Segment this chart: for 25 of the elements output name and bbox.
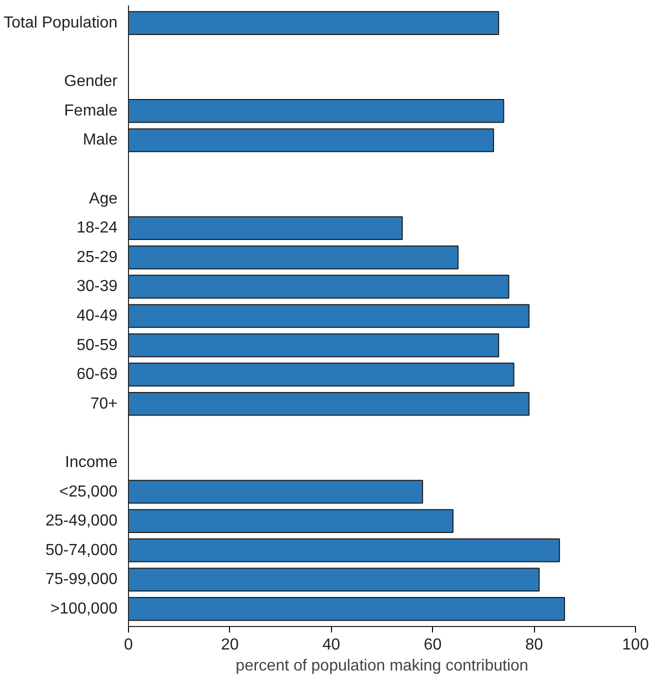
x-axis-title: percent of population making contribution [236,658,528,674]
y-tick-label: 75-99,000 [45,571,118,588]
y-tick-label: 25-29 [76,248,118,266]
y-tick-label: 30-39 [76,278,118,296]
y-tick-label: Gender [64,73,118,90]
y-tick-label: >100,000 [50,600,118,618]
x-tick-label: 0 [124,636,134,654]
x-tick-label: 80 [525,636,544,654]
y-tick-label: <25,000 [59,483,118,500]
y-tick-label: 50-59 [76,336,118,354]
y-tick-label: Age [89,190,118,208]
y-tick-label: Total Population [4,14,118,32]
y-tick-label: 40-49 [76,308,118,324]
x-tick-label: 40 [322,636,340,654]
y-tick-label: 60-69 [76,366,118,384]
x-tick-label: 100 [622,636,649,654]
y-tick-label: 50-74,000 [45,542,118,559]
x-tick-label: 60 [424,636,442,654]
y-tick-label: Income [65,454,118,471]
y-tick-label: Male [82,132,118,149]
y-tick-label: Female [64,102,118,120]
y-tick-label: 18-24 [76,220,118,237]
x-tick-label: 20 [221,636,239,654]
y-tick-label: 25-49,000 [45,512,118,530]
y-tick-label: 70+ [90,395,118,412]
